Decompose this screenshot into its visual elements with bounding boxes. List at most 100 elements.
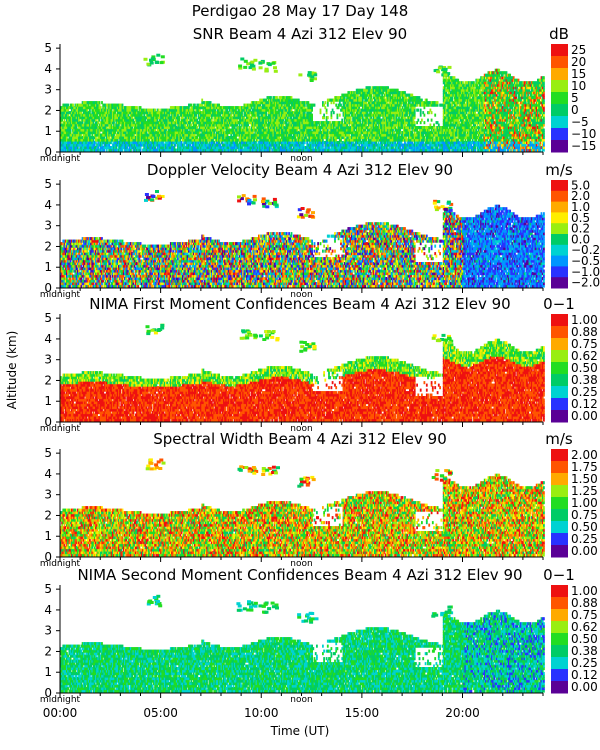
- heatmap-cell: [119, 136, 121, 140]
- heatmap-cell: [60, 108, 62, 112]
- heatmap-cell: [153, 133, 155, 137]
- heatmap-cell: [201, 121, 204, 125]
- heatmap-cell: [200, 133, 202, 137]
- heatmap-cell: [93, 103, 96, 107]
- heatmap-cell: [190, 113, 193, 117]
- heatmap-cell: [149, 116, 152, 120]
- heatmap-cell: [183, 146, 185, 150]
- heatmap-cell: [191, 143, 194, 147]
- heatmap-cell: [76, 138, 79, 142]
- heatmap-cell: [185, 111, 188, 115]
- heatmap-cell: [79, 111, 82, 115]
- heatmap-cell: [87, 126, 90, 130]
- heatmap-cell: [76, 116, 79, 120]
- heatmap-cell: [67, 131, 69, 135]
- heatmap-cell: [137, 143, 140, 147]
- heatmap-cell: [115, 106, 118, 110]
- heatmap-cell: [154, 148, 156, 152]
- heatmap-cell: [206, 141, 208, 145]
- heatmap-cell: [311, 113, 313, 117]
- heatmap-cell: [81, 106, 84, 110]
- heatmap-cell: [138, 126, 141, 130]
- heatmap-cell: [155, 116, 158, 120]
- heatmap-cell: [165, 143, 167, 147]
- heatmap-cell: [130, 133, 132, 137]
- heatmap-cell: [92, 141, 95, 145]
- heatmap-cell: [143, 136, 146, 140]
- heatmap-cell: [167, 123, 170, 127]
- heatmap-cell: [70, 106, 73, 110]
- heatmap-cell: [169, 123, 172, 127]
- heatmap-cell: [160, 126, 162, 130]
- heatmap-cell: [157, 126, 160, 130]
- heatmap-cell: [111, 118, 114, 122]
- heatmap-cell: [92, 103, 95, 107]
- heatmap-cell: [104, 131, 107, 135]
- heatmap-cell: [111, 128, 114, 132]
- heatmap-cell: [155, 118, 158, 122]
- heatmap-cell: [119, 108, 121, 112]
- heatmap-cell: [113, 116, 115, 120]
- heatmap-cell: [197, 133, 200, 137]
- heatmap-cell: [194, 106, 196, 110]
- heatmap-cell: [207, 126, 210, 130]
- heatmap-cell: [194, 118, 196, 122]
- heatmap-cell: [189, 146, 191, 150]
- heatmap-cell: [143, 108, 146, 112]
- heatmap-cell: [90, 128, 92, 132]
- heatmap-cell: [206, 116, 208, 120]
- heatmap-cell: [64, 111, 67, 115]
- heatmap-cell: [155, 143, 158, 147]
- heatmap-cell: [136, 106, 138, 110]
- heatmap-cell: [69, 141, 72, 145]
- heatmap-cell: [183, 136, 185, 140]
- heatmap-cell: [208, 138, 211, 142]
- heatmap-cell: [101, 141, 103, 145]
- heatmap-cell: [206, 123, 208, 127]
- heatmap-cell: [162, 148, 165, 152]
- heatmap-cell: [105, 123, 108, 127]
- heatmap-cell: [90, 116, 92, 120]
- heatmap-cell: [118, 103, 120, 107]
- heatmap-cell: [171, 148, 173, 152]
- heatmap-cell: [68, 148, 71, 152]
- heatmap-cell: [78, 131, 80, 135]
- heatmap-cell: [102, 131, 105, 135]
- heatmap-cell: [150, 126, 153, 130]
- heatmap-cell: [66, 108, 68, 112]
- heatmap-cell: [70, 146, 73, 150]
- heatmap-cell: [174, 138, 177, 142]
- heatmap-cell: [93, 141, 96, 145]
- heatmap-cell: [64, 148, 67, 152]
- heatmap-cell: [195, 136, 197, 140]
- heatmap-cell: [74, 123, 77, 127]
- heatmap-cell: [107, 146, 109, 150]
- heatmap-cell: [131, 131, 133, 135]
- heatmap-cell: [184, 116, 187, 120]
- heatmap-cell: [105, 113, 108, 117]
- heatmap-cell: [86, 103, 89, 107]
- heatmap-cell: [115, 116, 118, 120]
- heatmap-cell: [196, 108, 199, 112]
- heatmap-cell: [109, 103, 112, 107]
- heatmap-cell: [127, 136, 130, 140]
- heatmap-cell: [160, 118, 162, 122]
- heatmap-cell: [89, 148, 91, 152]
- heatmap-cell: [168, 126, 171, 130]
- heatmap-cell: [162, 146, 165, 150]
- heatmap-cell: [108, 128, 111, 132]
- heatmap-cell: [134, 108, 137, 112]
- heatmap-cell: [81, 146, 84, 150]
- heatmap-cell: [163, 123, 166, 127]
- heatmap-cell: [62, 131, 65, 135]
- heatmap-cell: [78, 106, 80, 110]
- heatmap-cell: [197, 131, 200, 135]
- heatmap-cell: [109, 111, 112, 115]
- heatmap-cell: [142, 136, 144, 140]
- heatmap-cell: [72, 143, 74, 147]
- heatmap-cell: [148, 136, 150, 140]
- heatmap-cell: [126, 138, 129, 142]
- heatmap-cell: [186, 108, 189, 112]
- heatmap-cell: [78, 113, 80, 117]
- heatmap-cell: [60, 126, 62, 130]
